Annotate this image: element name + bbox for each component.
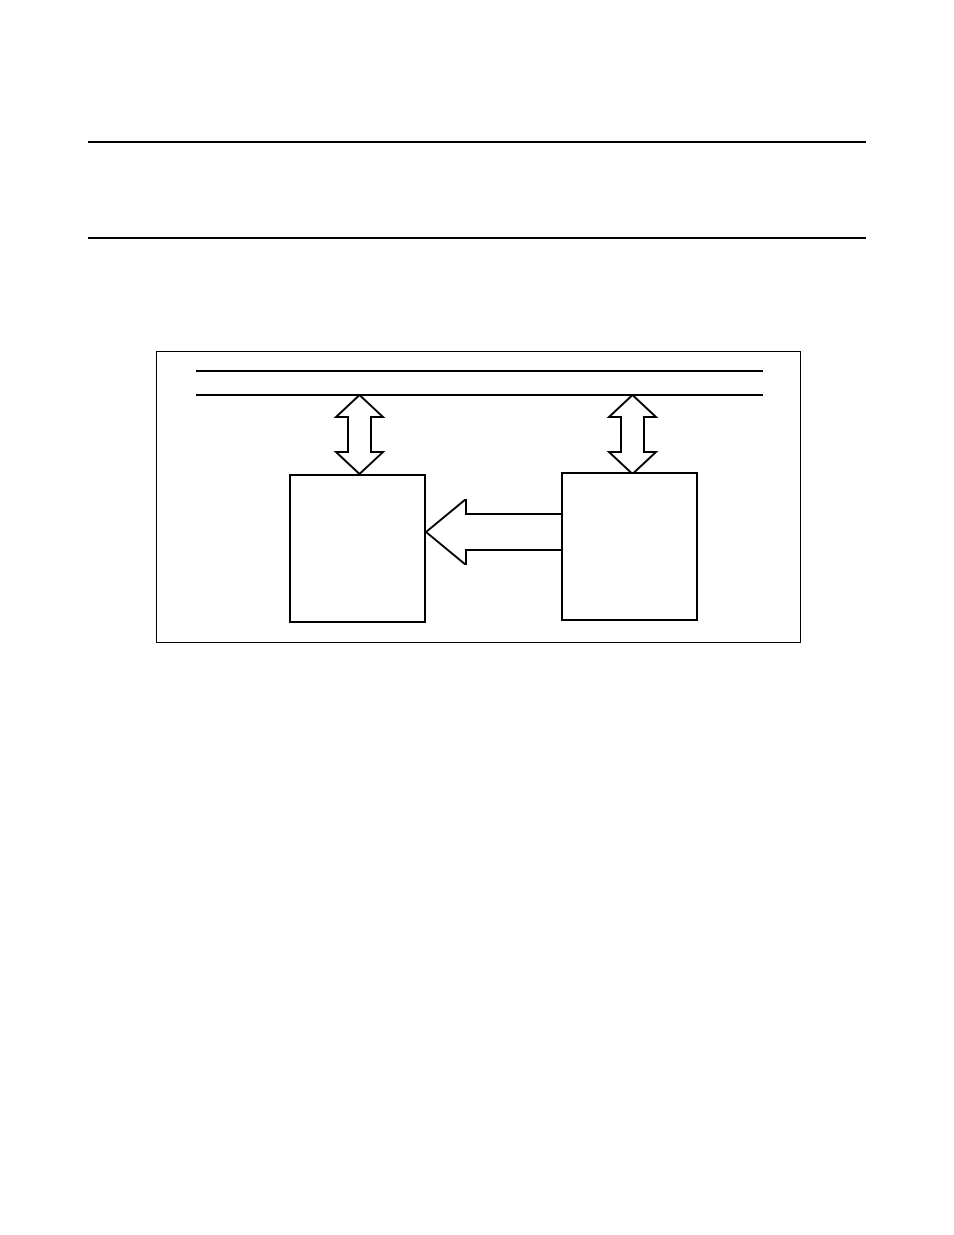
arrow-horizontal-left	[426, 499, 562, 565]
double-arrow-vertical-right	[587, 395, 678, 474]
double-arrow-vertical-left	[314, 395, 405, 474]
bus-line-top	[196, 370, 763, 372]
block-right	[561, 472, 698, 621]
horizontal-rule-top	[88, 141, 866, 143]
horizontal-rule-bottom	[88, 237, 866, 239]
block-left	[289, 474, 426, 623]
